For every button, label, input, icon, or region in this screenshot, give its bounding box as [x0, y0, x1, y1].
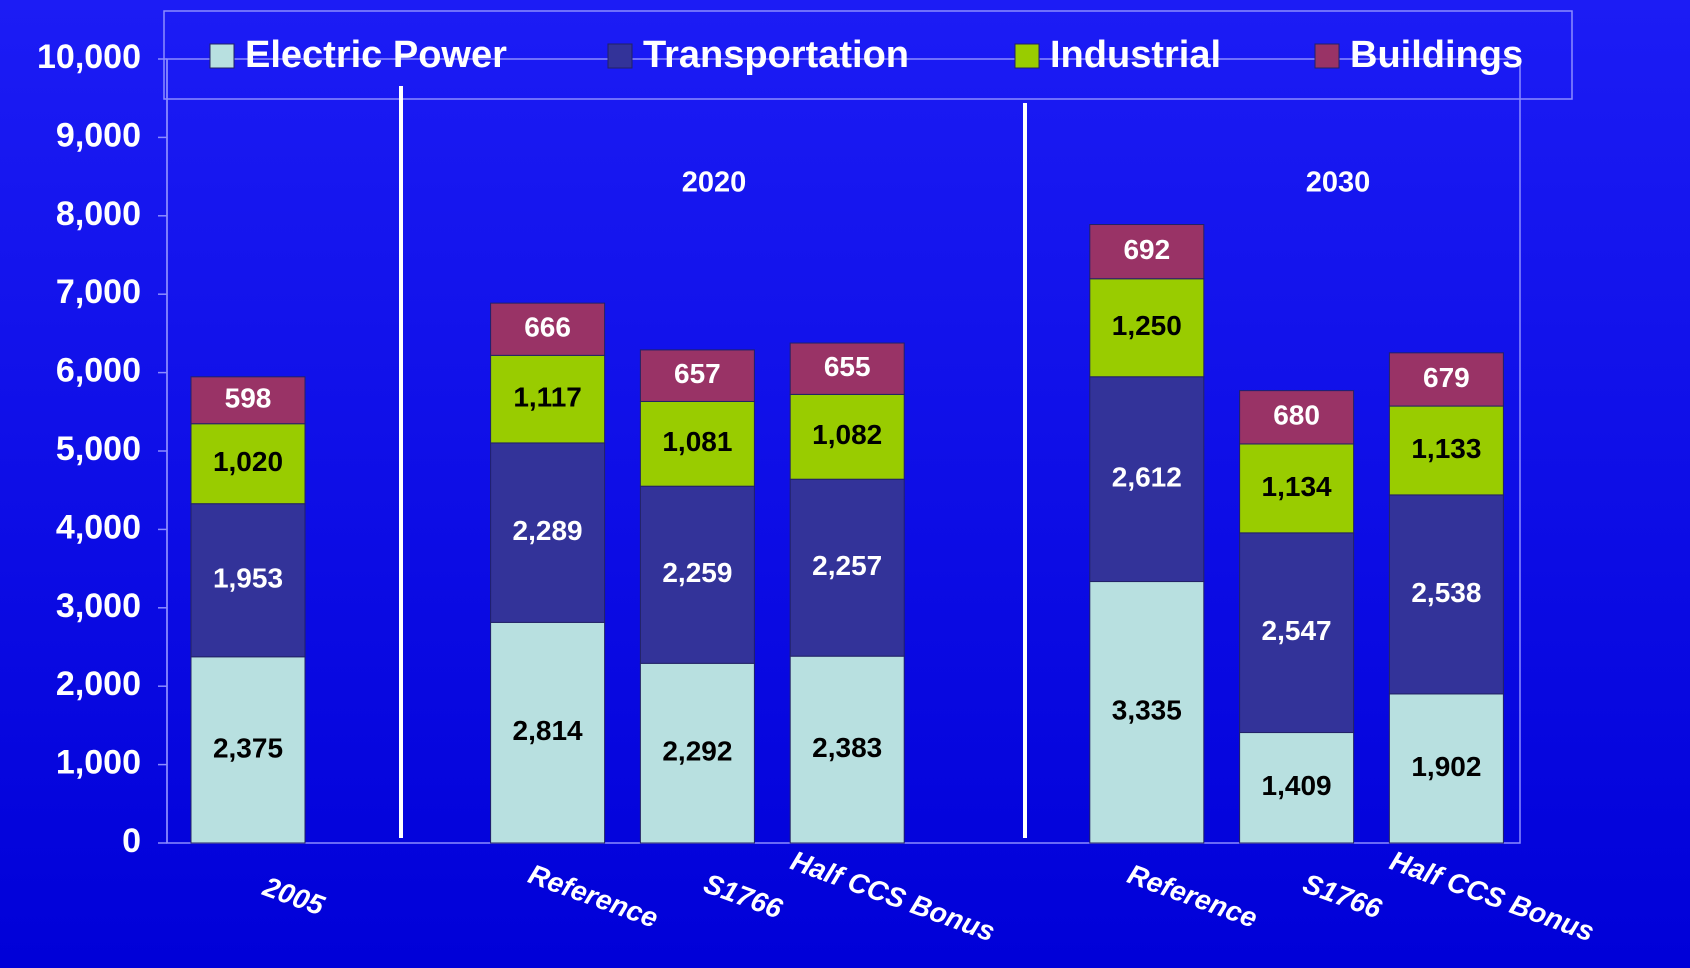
- bar-segment: [1388, 405, 1504, 496]
- bar-segment: [789, 478, 905, 657]
- legend-swatch: [607, 43, 633, 69]
- bar-segment: [1089, 224, 1205, 280]
- data-label: 2,375: [213, 732, 283, 763]
- data-label: 3,335: [1112, 695, 1182, 726]
- bar-segment: [190, 423, 306, 505]
- group-label: 2020: [682, 167, 747, 199]
- data-label: 2,257: [812, 550, 882, 581]
- y-tick-label: 6,000: [56, 352, 141, 390]
- legend-label: Transportation: [643, 34, 909, 76]
- legend-swatch: [1314, 43, 1340, 69]
- y-tick-label: 4,000: [56, 508, 141, 546]
- bar-segment: [1239, 390, 1355, 445]
- bar-segment: [190, 376, 306, 425]
- data-label: 1,020: [213, 446, 283, 477]
- data-label: 1,134: [1262, 471, 1332, 502]
- data-label: 2,259: [662, 557, 732, 588]
- y-tick-label: 0: [122, 822, 141, 860]
- y-tick-label: 8,000: [56, 195, 141, 233]
- data-label: 2,292: [662, 736, 732, 767]
- data-label: 2,289: [513, 515, 583, 546]
- data-label: 2,538: [1411, 577, 1481, 608]
- bar-segment: [490, 354, 606, 444]
- bar-segment: [1239, 443, 1355, 534]
- bar-segment: [789, 393, 905, 480]
- y-tick-label: 5,000: [56, 430, 141, 468]
- legend-swatch: [1014, 43, 1040, 69]
- data-label: 2,814: [513, 715, 583, 746]
- group-label: 2030: [1306, 167, 1371, 199]
- bar-segment: [1089, 278, 1205, 378]
- data-label: 1,081: [662, 426, 732, 457]
- bar-segment: [639, 349, 755, 402]
- bar-segment: [1388, 352, 1504, 407]
- data-label: 680: [1273, 400, 1320, 431]
- data-label: 1,250: [1112, 310, 1182, 341]
- data-label: 692: [1123, 234, 1170, 265]
- bar-segment: [639, 485, 755, 664]
- legend-swatch: [209, 43, 235, 69]
- data-label: 1,117: [513, 382, 582, 413]
- bar-segment: [490, 442, 606, 623]
- data-label: 2,612: [1112, 462, 1182, 493]
- data-label: 1,082: [812, 419, 882, 450]
- bar-segment: [1239, 732, 1355, 844]
- y-tick-label: 3,000: [56, 587, 141, 625]
- data-label: 598: [225, 383, 272, 414]
- bar-segment: [639, 400, 755, 487]
- bar-segment: [1089, 376, 1205, 583]
- data-label: 2,547: [1262, 615, 1332, 646]
- data-label: 2,383: [812, 732, 882, 763]
- data-label: 1,409: [1262, 770, 1332, 801]
- y-tick-label: 7,000: [56, 273, 141, 311]
- y-tick-label: 2,000: [56, 665, 141, 703]
- data-label: 1,953: [213, 563, 283, 594]
- bar-segment: [1089, 581, 1205, 844]
- y-tick-label: 1,000: [56, 744, 141, 782]
- bar-segment: [639, 662, 755, 844]
- data-label: 655: [824, 351, 871, 382]
- legend-label: Electric Power: [245, 34, 507, 76]
- y-tick-label: 10,000: [37, 38, 141, 76]
- legend-label: Industrial: [1050, 34, 1221, 76]
- data-label: 1,902: [1411, 751, 1481, 782]
- legend-box: [163, 10, 1573, 100]
- data-label: 657: [674, 358, 721, 389]
- y-tick-label: 9,000: [56, 116, 141, 154]
- bar-segment: [490, 302, 606, 356]
- data-label: 1,133: [1411, 433, 1481, 464]
- bar-segment: [190, 656, 306, 844]
- data-label: 679: [1423, 362, 1470, 393]
- bar-segment: [789, 342, 905, 395]
- bar-segment: [1388, 494, 1504, 695]
- legend-label: Buildings: [1350, 34, 1523, 76]
- bar-segment: [190, 503, 306, 658]
- data-label: 666: [524, 312, 571, 343]
